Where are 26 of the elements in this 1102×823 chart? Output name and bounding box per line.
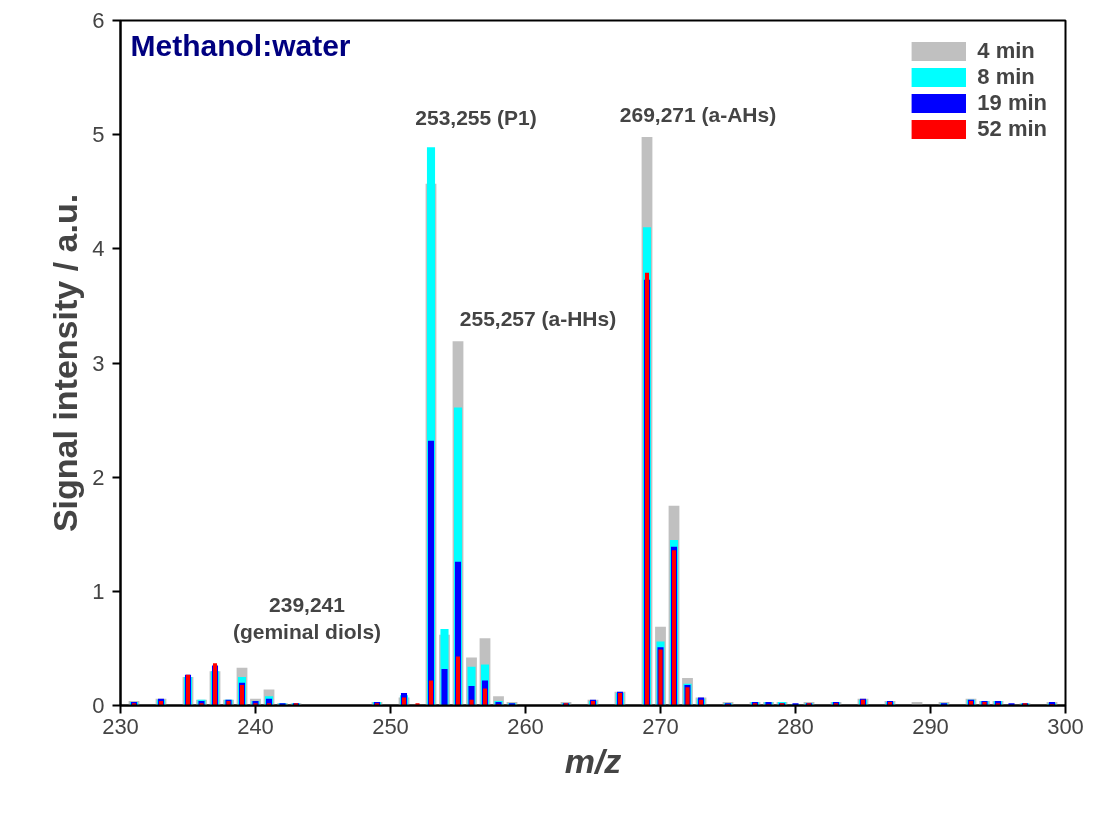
x-tick-label: 300 bbox=[1047, 713, 1084, 739]
x-tick-label: 250 bbox=[372, 713, 409, 739]
y-tick-label: 0 bbox=[92, 693, 105, 718]
legend-label: 8 min bbox=[977, 64, 1035, 90]
x-tick-label: 260 bbox=[507, 713, 544, 739]
chart-title: Methanol:water bbox=[130, 28, 351, 62]
y-tick-label: 5 bbox=[92, 122, 105, 148]
x-tick-label: 290 bbox=[912, 713, 949, 739]
annotation: 239,241 (geminal diols) bbox=[232, 592, 382, 644]
annotation: 253,255 (P1) bbox=[415, 105, 537, 129]
x-tick-label: 240 bbox=[237, 713, 274, 739]
annotation: 269,271 (a-AHs) bbox=[619, 103, 777, 127]
y-tick-label: 1 bbox=[92, 578, 105, 604]
y-axis-title: Signal intensity / a.u. bbox=[46, 193, 85, 533]
x-tick-label: 280 bbox=[777, 713, 814, 739]
y-tick-label: 6 bbox=[92, 8, 105, 33]
y-tick-label: 4 bbox=[92, 236, 105, 262]
legend-label: 4 min bbox=[977, 38, 1035, 64]
legend-label: 19 min bbox=[977, 90, 1047, 116]
y-tick-label: 2 bbox=[92, 464, 105, 490]
x-tick-label: 270 bbox=[642, 713, 679, 739]
annotation: 255,257 (a-HHs) bbox=[459, 306, 617, 330]
legend-label: 52 min bbox=[977, 116, 1047, 142]
x-axis-title: m/z bbox=[564, 741, 622, 780]
y-tick-label: 3 bbox=[92, 350, 105, 376]
x-tick-label: 230 bbox=[102, 713, 139, 739]
